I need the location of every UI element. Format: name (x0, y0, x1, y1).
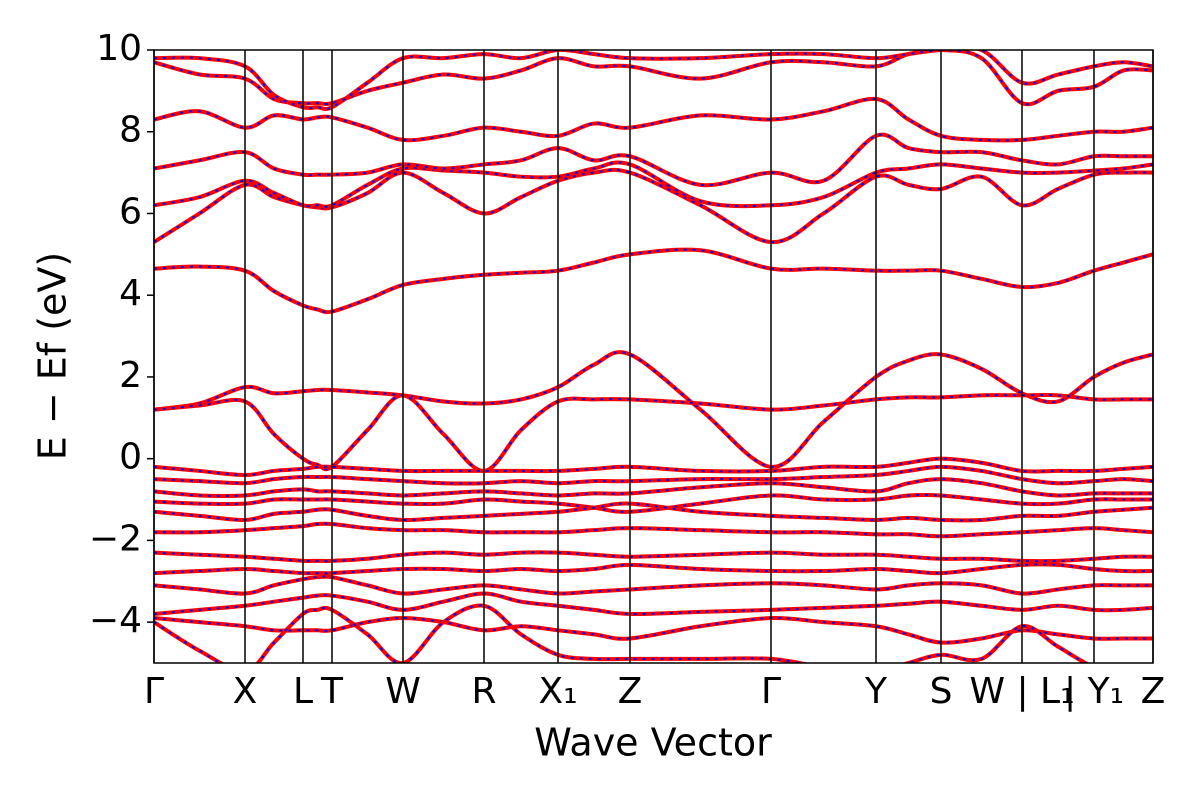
band-line (154, 501, 1153, 523)
y-tick-label: 4 (119, 273, 142, 314)
x-tick-label: Z (1141, 671, 1166, 712)
x-tick-label: X₁ (538, 671, 577, 712)
x-tick-label: R (471, 671, 496, 712)
band-line (154, 492, 1153, 514)
band-line (154, 350, 1153, 469)
band-line-dashed (154, 98, 1153, 142)
x-tick-label: Z (618, 671, 643, 712)
y-axis-label: E − Ef (eV) (31, 252, 75, 461)
band-line (154, 247, 1153, 315)
y-tick-label: 8 (119, 110, 142, 151)
band-line-dashed (154, 351, 1153, 468)
y-tick-label: 6 (119, 191, 142, 232)
bands (154, 50, 1153, 663)
y-tick-label: 10 (96, 28, 142, 69)
band-line-dashed (154, 604, 1088, 663)
band-line-dashed (154, 563, 1153, 575)
x-tick-label: Y (864, 671, 888, 712)
x-tick-label: | Y₁ (1064, 671, 1124, 712)
band-line-dashed (154, 465, 1153, 485)
x-tick-label: T (320, 671, 344, 712)
band-line-dashed (154, 616, 1153, 644)
x-tick-label: X (233, 671, 258, 712)
band-line (154, 521, 1153, 539)
band-line (154, 393, 1153, 473)
band-line-dashed (154, 50, 1153, 106)
x-tick-label: W | L₁ (969, 671, 1074, 712)
x-tick-label: L (293, 671, 313, 712)
band-line-dashed (154, 248, 1153, 314)
x-tick-label: Γ (761, 671, 781, 712)
y-tick-label: 2 (119, 355, 142, 396)
band-line (154, 574, 1153, 596)
band-line-dashed (154, 502, 1153, 522)
x-tick-label: Γ (144, 671, 164, 712)
band-line-dashed (154, 50, 1153, 111)
x-tick-label: S (930, 671, 953, 712)
y-tick-label: −4 (89, 600, 142, 641)
band-line-dashed (154, 478, 1153, 497)
y-tick-label: −2 (89, 518, 142, 559)
band-line-dashed (154, 133, 1153, 187)
x-tick-label: W (385, 671, 421, 712)
band-line-dashed (154, 592, 1153, 616)
band-line-dashed (154, 457, 1153, 477)
band-line-dashed (154, 161, 1153, 208)
band-line (154, 50, 1153, 112)
band-line-dashed (154, 168, 1153, 244)
band-line (154, 591, 1153, 617)
band-line-dashed (154, 394, 1153, 472)
band-line (154, 550, 1153, 564)
band-line (154, 562, 1153, 576)
y-tick-label: 0 (119, 437, 142, 478)
x-axis-label: Wave Vector (534, 721, 772, 765)
band-line-dashed (154, 551, 1153, 563)
band-line (154, 160, 1153, 209)
band-line-dashed (154, 522, 1153, 538)
